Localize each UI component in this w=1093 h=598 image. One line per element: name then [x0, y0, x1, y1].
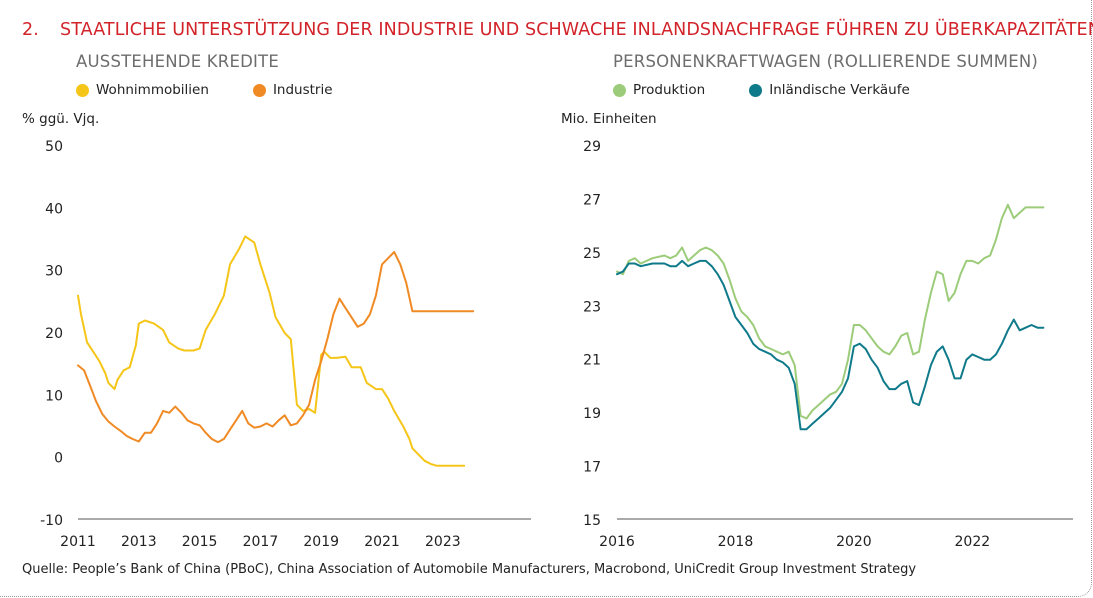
- left-x-tick-label: 2017: [243, 534, 279, 550]
- left-series-line-wohnimmobilien: [77, 235, 466, 467]
- right-x-tick-label: 2016: [599, 534, 635, 550]
- left-y-unit: % ggü. Vjq.: [22, 111, 100, 127]
- right-y-tick-label: 21: [583, 353, 601, 369]
- left-legend: Wohnimmobilien Industrie: [76, 82, 377, 98]
- right-panel-title: PERSONENKRAFTWAGEN (ROLLIERENDE SUMMEN): [613, 52, 1039, 71]
- figure-title-text: STAATLICHE UNTERSTÜTZUNG DER INDUSTRIE U…: [60, 20, 1093, 40]
- legend-label-produktion: Produktion: [633, 82, 706, 98]
- left-y-tick-label: -10: [40, 513, 63, 529]
- left-y-tick-label: 0: [54, 451, 63, 467]
- right-y-tick-label: 23: [583, 299, 601, 315]
- right-y-tick-label: 29: [583, 139, 601, 155]
- right-x-tick-label: 2022: [955, 534, 991, 550]
- legend-item-produktion: Produktion: [613, 82, 705, 98]
- legend-item-industrie: Industrie: [252, 82, 333, 98]
- legend-label-verkaeufe: Inländische Verkäufe: [769, 82, 910, 98]
- right-series-line-inl-ndische-verk-ufe: [616, 259, 1045, 431]
- left-series-line-industrie: [77, 251, 475, 444]
- left-y-tick-label: 20: [45, 326, 63, 342]
- right-y-tick-label: 25: [583, 246, 601, 262]
- right-legend: Produktion Inländische Verkäufe: [613, 82, 954, 98]
- legend-item-wohnimmobilien: Wohnimmobilien: [76, 82, 209, 98]
- left-y-tick-label: 40: [45, 201, 63, 217]
- legend-dot-industrie: [252, 83, 266, 97]
- right-y-tick-label: 17: [583, 460, 601, 476]
- left-x-tick-label: 2013: [121, 534, 157, 550]
- figure-title: 2. STAATLICHE UNTERSTÜTZUNG DER INDUSTRIE…: [22, 20, 1093, 40]
- legend-label-industrie: Industrie: [272, 82, 333, 98]
- left-y-tick-label: 50: [45, 139, 63, 155]
- right-x-tick-label: 2018: [718, 534, 754, 550]
- right-y-tick-label: 15: [583, 513, 601, 529]
- legend-item-verkaeufe: Inländische Verkäufe: [749, 82, 910, 98]
- legend-dot-produktion: [613, 83, 626, 97]
- left-x-tick-label: 2015: [182, 534, 218, 550]
- left-x-tick-label: 2011: [60, 534, 96, 550]
- right-x-tick-label: 2020: [836, 534, 872, 550]
- right-y-tick-label: 19: [583, 406, 601, 422]
- left-x-tick-label: 2021: [364, 534, 400, 550]
- right-series-line-produktion: [616, 203, 1045, 420]
- left-x-tick-label: 2019: [303, 534, 339, 550]
- figure-number: 2.: [22, 20, 39, 40]
- legend-label-wohnimmobilien: Wohnimmobilien: [96, 82, 209, 98]
- legend-dot-verkaeufe: [749, 83, 763, 97]
- right-y-tick-label: 27: [583, 192, 601, 208]
- right-y-unit: Mio. Einheiten: [561, 111, 657, 127]
- left-y-tick-label: 30: [45, 264, 63, 280]
- left-y-tick-label: 10: [45, 388, 63, 404]
- source-note: Quelle: People’s Bank of China (PBoC), C…: [22, 562, 917, 577]
- left-x-tick-label: 2023: [425, 534, 461, 550]
- legend-dot-wohnimmobilien: [76, 83, 89, 97]
- left-panel-title: AUSSTEHENDE KREDITE: [76, 52, 279, 71]
